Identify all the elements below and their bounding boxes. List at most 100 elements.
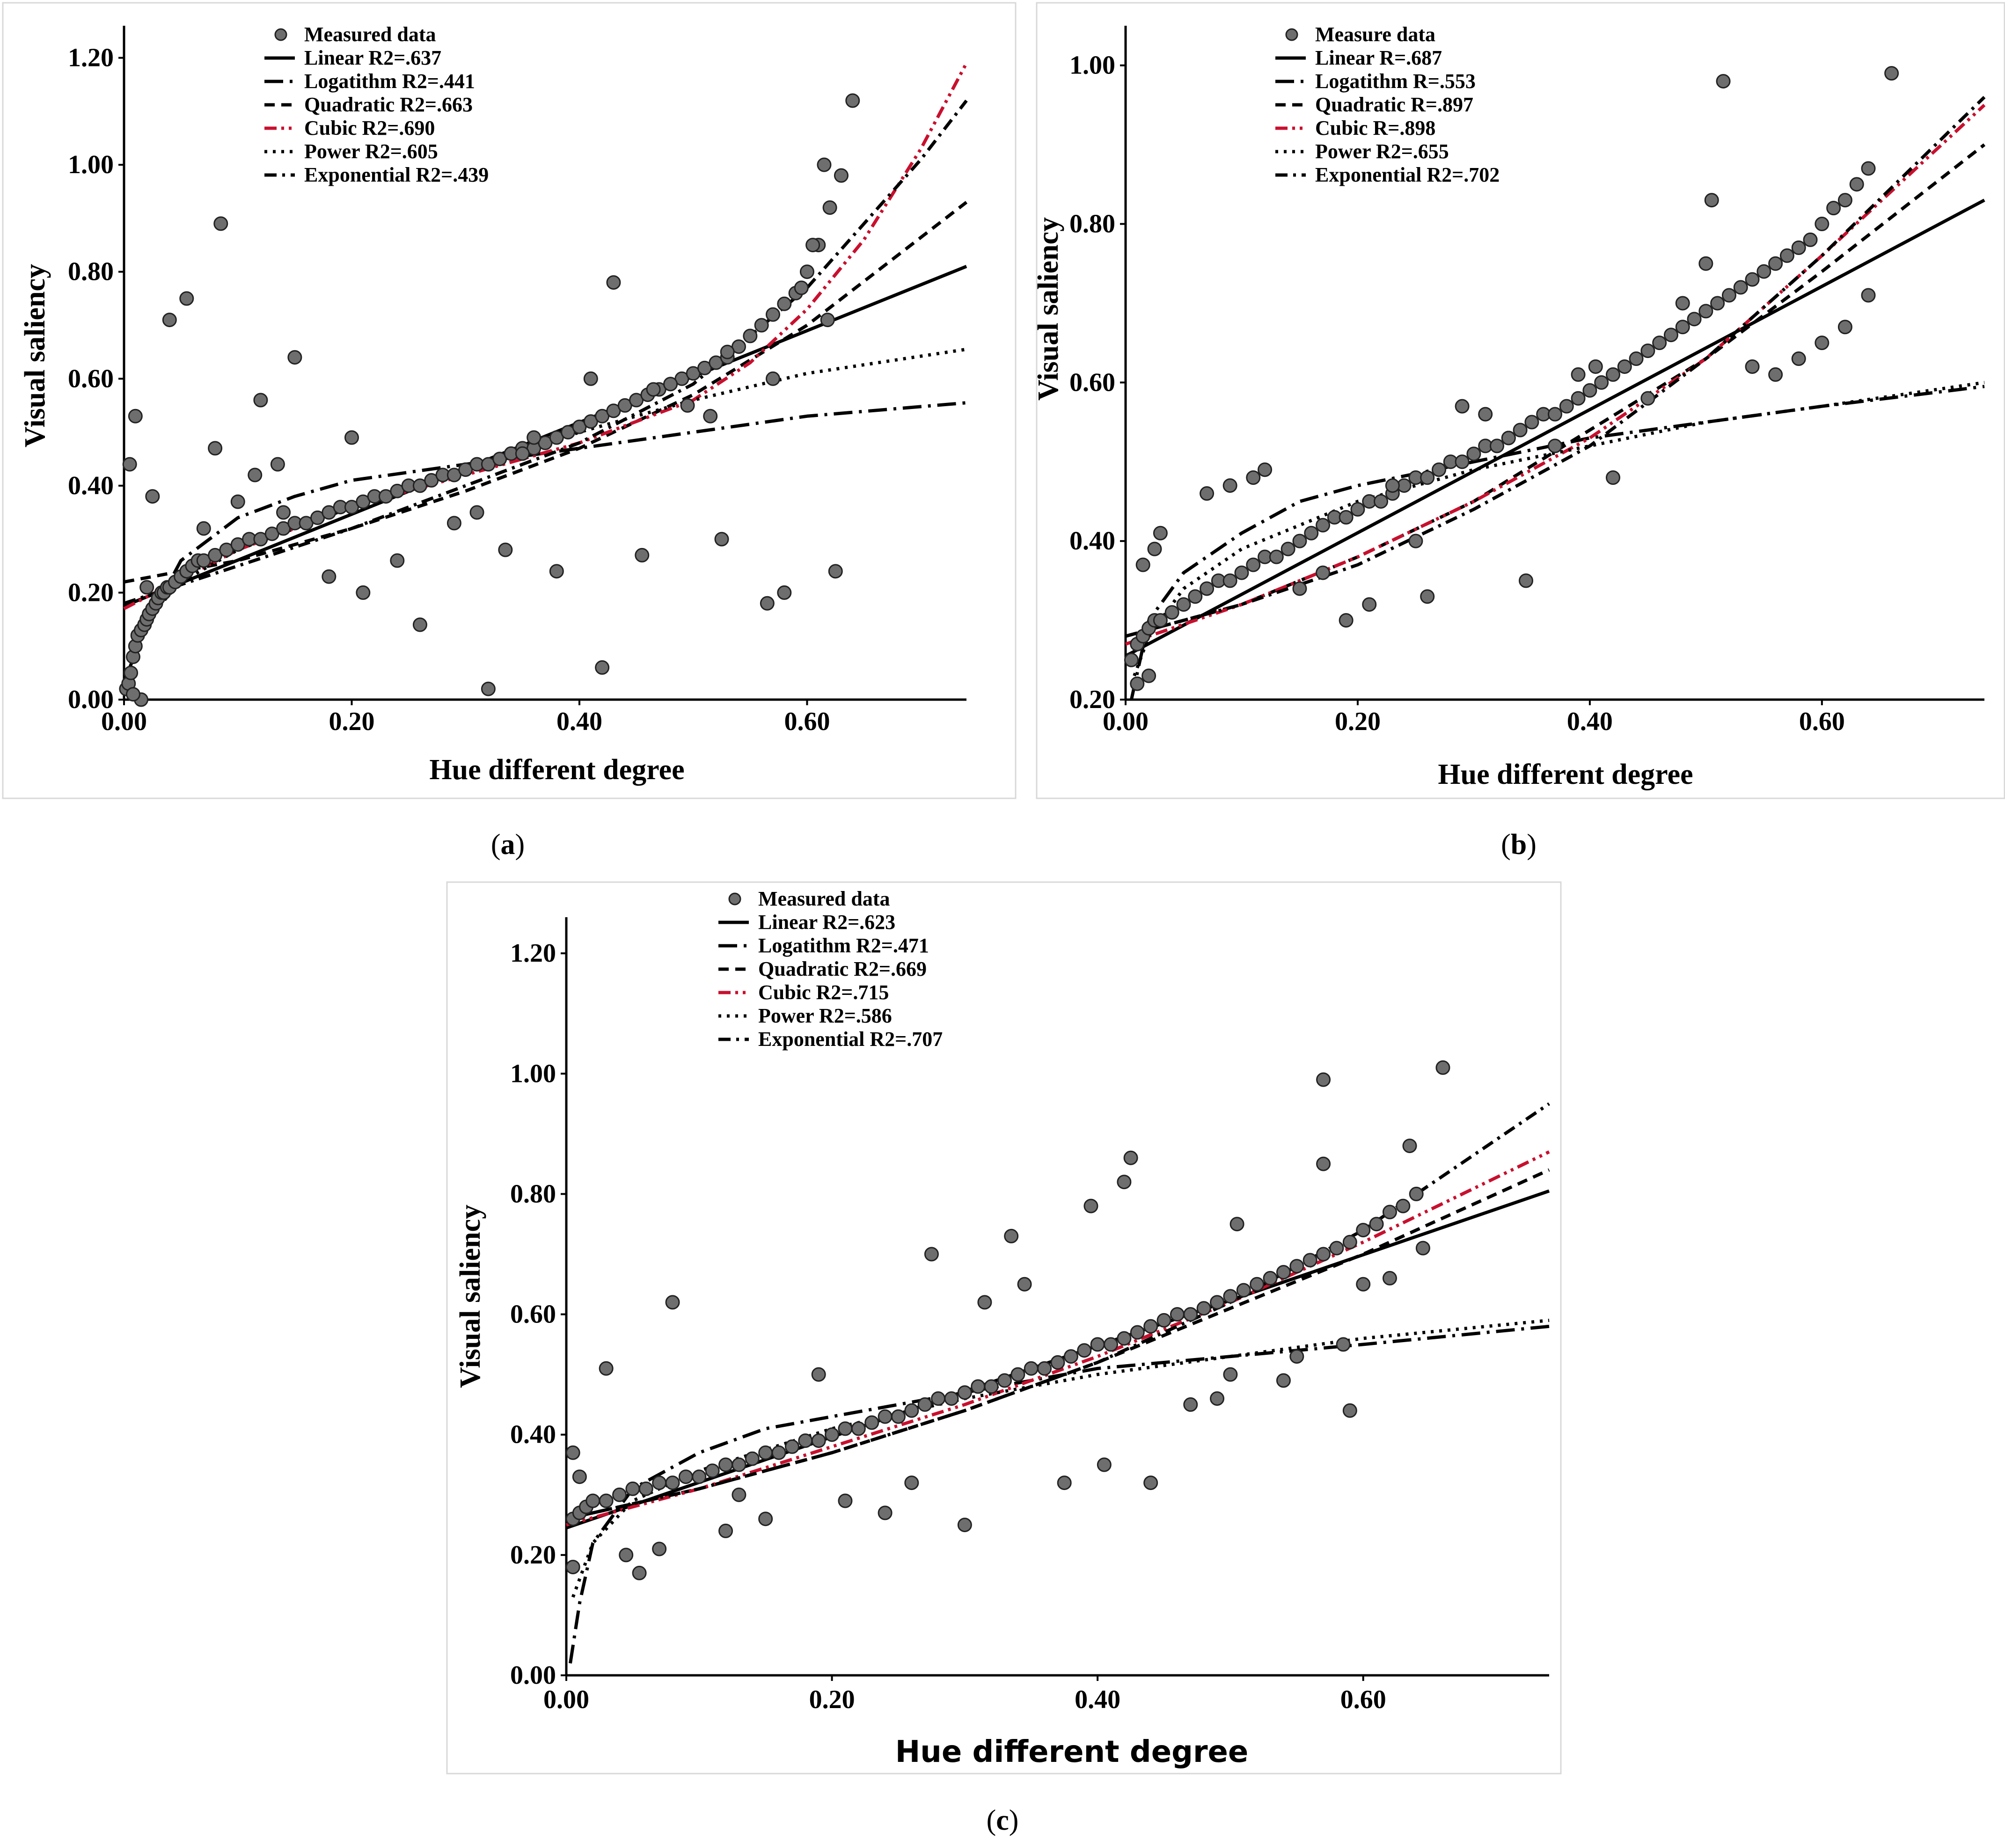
data-point [754,318,769,333]
panel-b-tick-labels: 0.00 0.20 0.40 0.600.200.400.600.801.00 [1069,51,1845,736]
legend-label: Power R2=.586 [758,1004,892,1027]
data-point [1779,248,1794,263]
data-point [1617,359,1632,374]
data-point [1640,391,1655,406]
data-point [652,1541,667,1556]
caption-c: (c) [987,1804,1019,1836]
data-point [122,457,137,472]
data-point [390,553,405,568]
data-point [125,687,140,702]
data-point [549,564,564,579]
data-point [1884,66,1899,81]
y-tick-label: 0.60 [510,1300,556,1329]
y-tick-label: 0.20 [1069,685,1115,714]
data-point [1117,1331,1132,1346]
panel-b: 0.00 0.20 0.40 0.600.200.400.600.801.00 Hue… [1032,2,2005,799]
data-point [599,1361,614,1376]
data-point [196,521,211,536]
data-point [760,596,775,611]
data-point [743,329,758,343]
data-point [758,1512,773,1527]
data-point [1803,232,1818,247]
panel-a: 0.00 0.20 0.40 0.60 0.00 0.20 0.40 0.60 0.80 1.00… [2,2,1017,799]
x-tick-label: 0.20 [329,707,374,736]
x-tick-label: 0.00 [543,1685,589,1714]
data-point [1316,1156,1331,1171]
data-point [128,409,143,424]
y-tick-label: 0.20 [510,1541,556,1570]
data-point [213,216,228,231]
data-point [1382,1271,1397,1286]
panel-a-frame [2,2,1017,799]
data-point [944,1391,959,1406]
fit-curve-longdashdot [128,401,967,668]
data-point [1733,280,1748,295]
data-point [585,1493,600,1508]
data-point [1276,1373,1291,1388]
legend-marker-point [274,28,287,41]
data-point [1183,1307,1198,1322]
data-point [1768,256,1783,271]
data-point [565,1445,580,1460]
y-tick-label: 1.20 [510,939,556,968]
data-point [208,441,223,456]
data-point [692,1469,707,1484]
data-point [1356,1277,1371,1292]
data-point [838,1493,853,1508]
y-tick-label: 0.40 [1069,526,1115,555]
data-point [1663,328,1678,343]
data-point [276,505,291,520]
data-point [635,548,650,562]
data-point [1396,1198,1411,1213]
data-point [1675,320,1690,335]
x-tick-label: 0.60 [1799,707,1845,736]
data-point [565,1560,580,1575]
data-point [1815,217,1829,232]
x-tick-label: 0.20 [1335,707,1381,736]
data-point [957,1518,972,1533]
data-point [1223,1367,1238,1382]
data-point [1269,549,1284,564]
fit-curve-solid [1125,198,1985,657]
data-point [1090,1337,1105,1352]
data-point [606,275,621,290]
data-point [1524,415,1539,430]
panel-a-x-axis-label: Hue different degree [429,754,684,786]
data-point [931,1391,946,1406]
data-point [1156,1313,1171,1328]
data-point [1289,1259,1304,1274]
fit-curve-dashdot [566,1102,1550,1521]
data-point [864,1415,879,1430]
data-point [230,494,245,509]
data-point [1342,1403,1357,1418]
caption-a: (a) [491,829,525,861]
data-point [798,1433,813,1448]
y-tick-label: 1.00 [510,1059,556,1088]
data-point [1104,1337,1119,1352]
data-point [1276,1265,1291,1280]
panel-c-tick-labels: 0.00 0.20 0.40 0.60 0.00 0.20 0.40 0.60 0.80 1.00… [510,939,1386,1714]
data-point [322,569,337,584]
data-point [1153,613,1168,628]
y-tick-label: 1.00 [68,150,114,179]
data-point [162,313,177,328]
data-point [446,516,461,531]
data-point [971,1379,986,1394]
data-point [270,457,285,472]
data-point [1170,1307,1185,1322]
y-tick-label: 0.80 [68,257,114,286]
data-point [1130,1325,1145,1340]
legend-label: Linear R2=.637 [304,46,441,69]
legend-label: Quadratic R2=.669 [758,957,927,980]
data-point [1316,565,1331,580]
data-point [1466,446,1481,461]
data-point [924,1247,939,1262]
legend-label: Exponential R2=.702 [1315,163,1500,186]
data-point [1258,462,1273,477]
data-point [612,1487,627,1502]
data-point [825,1427,840,1442]
data-point [878,1505,893,1520]
data-point [619,1548,634,1563]
data-point [1420,589,1435,604]
